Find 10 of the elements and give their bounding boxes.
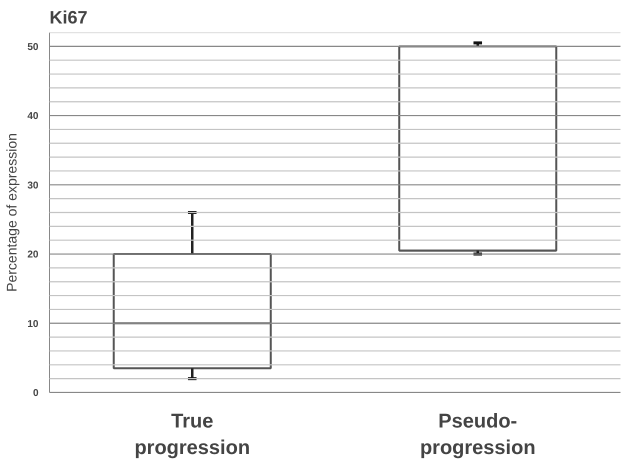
y-tick-label: 40 xyxy=(27,111,39,122)
x-tick-label: Pseudo- progression xyxy=(420,410,536,459)
y-tick-label: 20 xyxy=(27,250,39,261)
y-tick-label: 0 xyxy=(32,388,39,399)
y-axis-title: Percentage of expression xyxy=(3,133,20,292)
chart-title: Ki67 xyxy=(50,8,88,28)
y-tick-label: 10 xyxy=(27,318,39,330)
x-tick-label: True progression xyxy=(134,410,250,459)
y-tick-label: 50 xyxy=(27,42,39,53)
y-tick-label: 30 xyxy=(27,180,39,192)
